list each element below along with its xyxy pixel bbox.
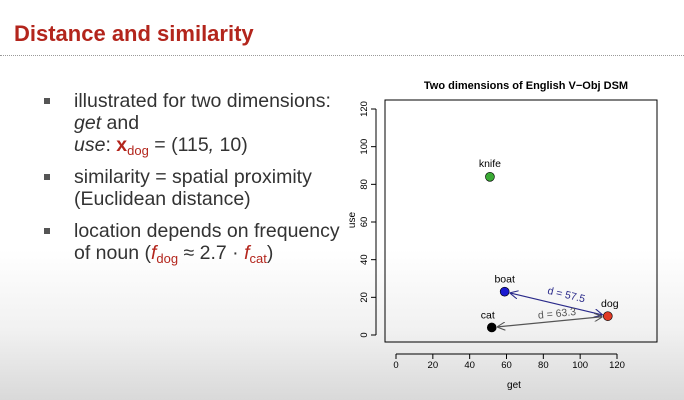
- chart-title: Two dimensions of English V−Obj DSM: [424, 80, 628, 92]
- point-cat: [486, 322, 497, 333]
- plot-frame: [384, 99, 658, 343]
- plot-axes: 0 20 40 60 80 100 120 0 20 40 60 80 100 120: [359, 101, 625, 371]
- vector-x: x: [116, 134, 128, 156]
- bullet-square-icon: [44, 98, 50, 104]
- y-tick-label: 20: [359, 292, 370, 303]
- vector-value: = (115: [154, 134, 209, 156]
- bullet-item-dimensions: illustrated for two dimensions: get and …: [40, 90, 340, 158]
- bullet-square-icon: [44, 228, 50, 234]
- y-tick-label: 80: [359, 179, 370, 190]
- dim-use: use: [74, 134, 106, 156]
- bullet-text: illustrated for two dimensions:: [74, 90, 331, 112]
- scatter-plot: Two dimensions of English V−Obj DSM 0 20 4…: [347, 80, 658, 391]
- title-divider: [0, 55, 684, 56]
- point-dog: [602, 311, 613, 321]
- y-tick-label: 0: [359, 332, 370, 337]
- y-axis-label: use: [347, 212, 358, 229]
- x-tick-label: 120: [609, 360, 625, 371]
- x-axis-label: get: [507, 380, 521, 391]
- vector-x-subscript: dog: [127, 143, 149, 158]
- point-knife: [485, 172, 495, 182]
- point-label-dog: dog: [601, 298, 619, 310]
- y-tick-label: 120: [359, 101, 370, 117]
- distance-label: d = 57.5: [546, 285, 586, 306]
- point-label-cat: cat: [481, 309, 495, 321]
- freq-dog: f: [150, 242, 157, 264]
- x-tick-label: 100: [572, 360, 588, 371]
- bullet-colon: :: [105, 134, 111, 156]
- point-label-knife: knife: [479, 158, 501, 170]
- vector-value-rest: 10): [219, 134, 248, 156]
- plot-points: knife boat cat dog: [479, 158, 619, 333]
- vector-comma: ,: [208, 134, 215, 156]
- bullet-item-location: location depends on frequency of noun (f…: [40, 220, 340, 266]
- y-tick-label: 100: [359, 139, 370, 155]
- bullet-item-similarity: similarity = spatial proximity (Euclidea…: [40, 166, 340, 210]
- x-tick-label: 20: [428, 360, 439, 371]
- slide-title: Distance and similarity: [14, 21, 254, 46]
- x-tick-label: 0: [393, 360, 398, 371]
- x-tick-label: 80: [538, 360, 549, 371]
- distance-arrow: [498, 317, 602, 327]
- x-tick-label: 60: [501, 360, 512, 371]
- x-tick-label: 40: [464, 360, 475, 371]
- freq-cat: f: [244, 242, 250, 264]
- bullet-list: illustrated for two dimensions: get and …: [40, 90, 340, 274]
- freq-cat-subscript: cat: [249, 251, 267, 266]
- freq-close: ): [266, 242, 274, 264]
- y-tick-label: 40: [359, 254, 370, 265]
- distance-label: d = 63.3: [537, 306, 576, 322]
- distance-arrows: d = 57.5d = 63.3: [498, 285, 602, 327]
- bullet-and: and: [106, 112, 140, 134]
- y-tick-label: 60: [359, 217, 370, 228]
- bullet-text: similarity = spatial proximity (Euclidea…: [74, 166, 312, 210]
- bullet-square-icon: [44, 174, 50, 180]
- freq-approx: ≈ 2.7 ·: [183, 242, 239, 264]
- dim-get: get: [74, 112, 102, 134]
- distance-arrow: [510, 293, 601, 315]
- bullet-text: location depends on frequency of noun (: [74, 220, 340, 264]
- point-boat: [499, 286, 510, 297]
- point-label-boat: boat: [494, 274, 515, 286]
- freq-dog-subscript: dog: [156, 251, 179, 266]
